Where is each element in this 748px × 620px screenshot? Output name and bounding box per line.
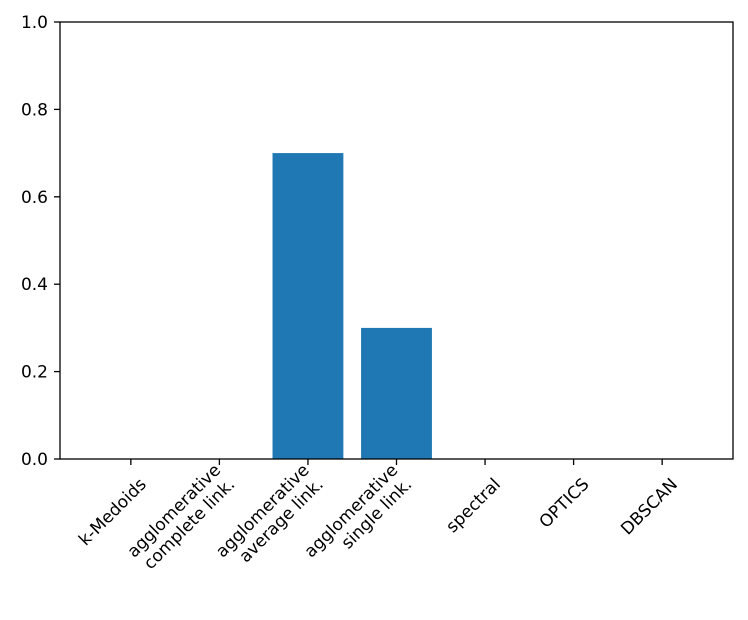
x-tick-label: OPTICS: [536, 475, 594, 533]
y-tick-label: 0.4: [21, 275, 48, 295]
y-tick-label: 0.0: [21, 450, 48, 470]
y-tick-label: 0.2: [21, 363, 48, 383]
bar: [272, 153, 344, 459]
plot-frame: [59, 21, 734, 460]
y-tick-label: 0.6: [21, 188, 48, 208]
y-tick-label: 0.8: [21, 100, 48, 120]
y-tick-label: 1.0: [21, 13, 48, 33]
bar: [361, 327, 432, 459]
bars: [272, 153, 432, 459]
x-tick-label: spectral: [442, 475, 504, 537]
y-axis-ticks: 0.0 0.2 0.4 0.6 0.8 1.0: [21, 13, 60, 470]
x-tick-label: DBSCAN: [617, 475, 682, 540]
x-tick-label: agglomerativesingle link.: [301, 460, 417, 576]
